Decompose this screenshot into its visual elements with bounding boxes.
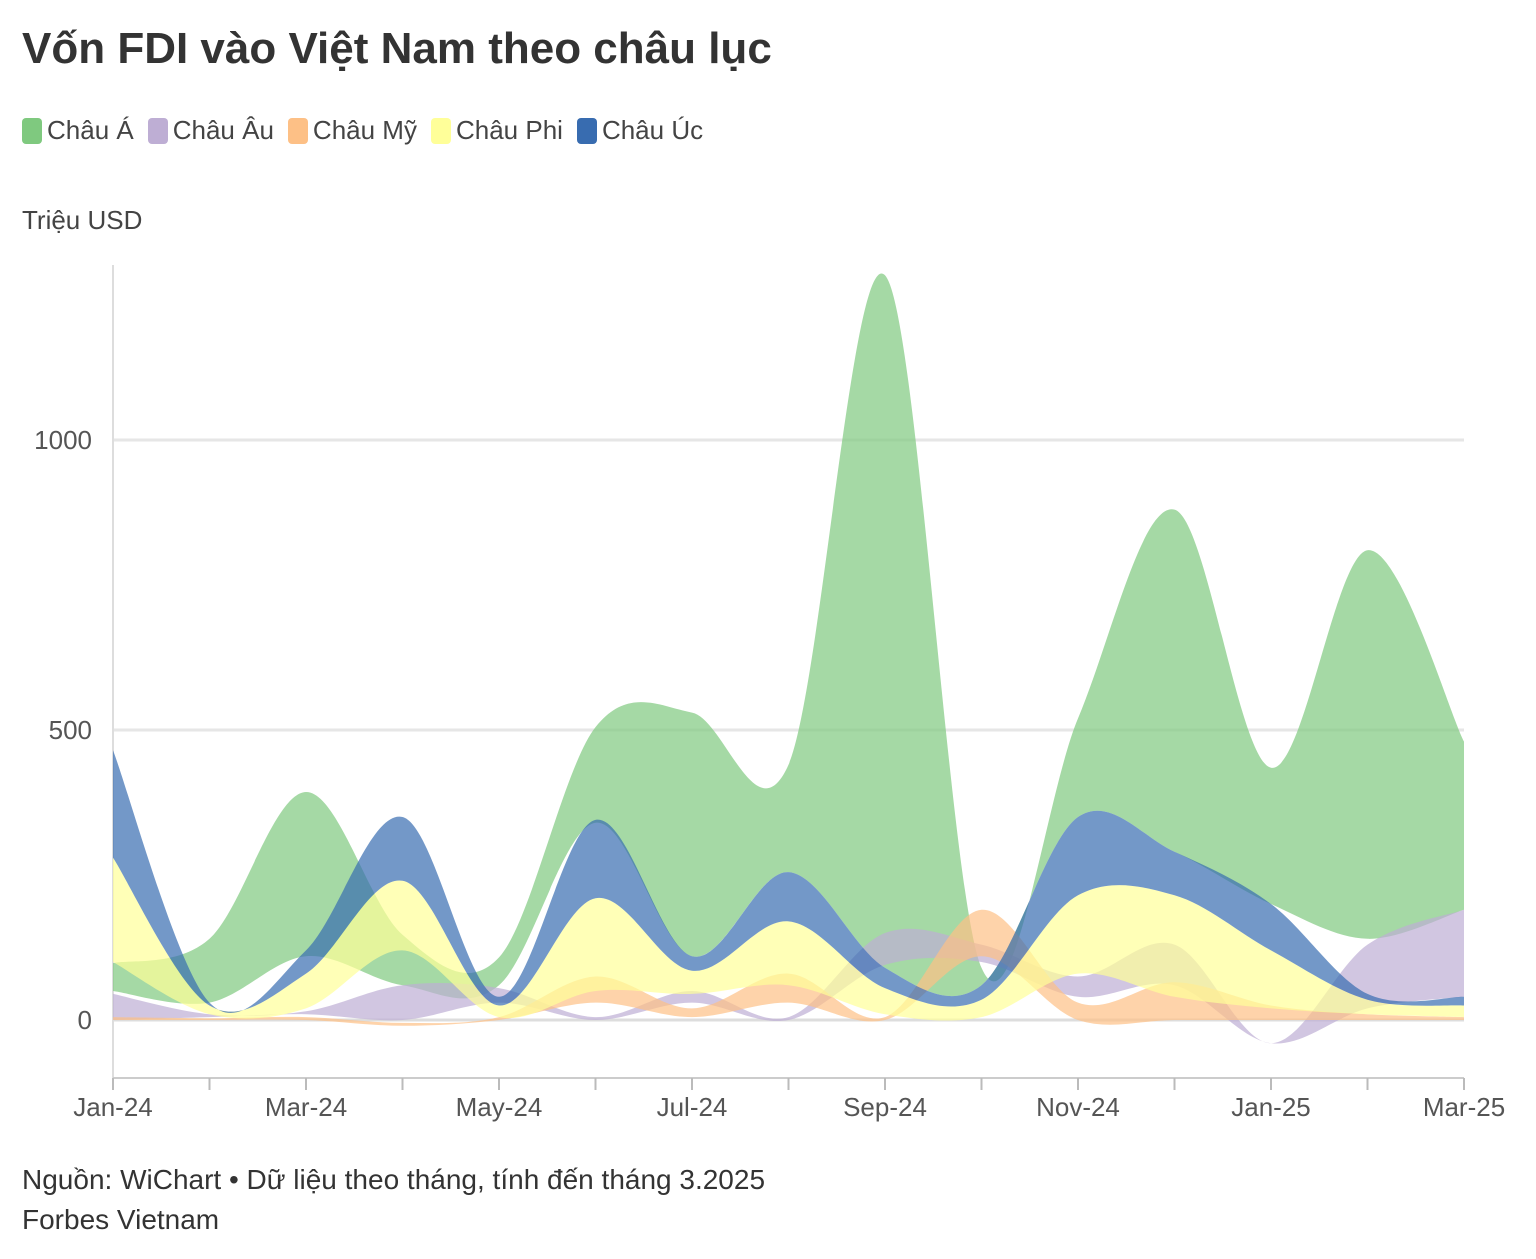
legend-item[interactable]: Châu Phi <box>430 115 563 146</box>
area-châu-âu <box>113 909 1464 1044</box>
legend-label: Châu Mỹ <box>312 115 417 145</box>
legend-item[interactable]: Châu Mỹ <box>287 115 417 146</box>
x-tick-label: Mar-24 <box>265 1092 347 1122</box>
legend-label: Châu Phi <box>455 115 563 145</box>
legend-label: Châu Âu <box>172 115 274 145</box>
y-tick-label: 500 <box>49 715 92 745</box>
legend-swatch <box>287 117 308 144</box>
legend-swatch <box>576 117 597 144</box>
x-tick-label: Mar-25 <box>1423 1092 1505 1122</box>
area-châu-phi <box>113 857 1464 1021</box>
legend-item[interactable]: Châu Âu <box>147 115 274 146</box>
area-châu-úc <box>113 750 1464 1014</box>
y-tick-label: 1000 <box>34 425 92 455</box>
x-tick-label: Nov-24 <box>1036 1092 1120 1122</box>
legend-item[interactable]: Châu Úc <box>576 115 704 146</box>
x-tick-label: Sep-24 <box>843 1092 927 1122</box>
legend-swatch <box>430 117 451 144</box>
x-tick-label: Jan-24 <box>73 1092 153 1122</box>
legend-item[interactable]: Châu Á <box>22 115 134 146</box>
source-note: Nguồn: WiChart • Dữ liệu theo tháng, tín… <box>22 1164 766 1195</box>
legend: Châu Á Châu Âu Châu Mỹ Châu Phi Châu Úc <box>22 115 703 146</box>
area-châu-á <box>113 273 1464 1004</box>
legend-swatch <box>22 117 42 144</box>
legend-label: Châu Á <box>47 115 134 145</box>
y-tick-label: 0 <box>78 1005 92 1035</box>
y-axis-label: Triệu USD <box>22 205 143 235</box>
brand-note: Forbes Vietnam <box>22 1204 220 1235</box>
x-tick-label: May-24 <box>456 1092 543 1122</box>
area-châu-mỹ <box>113 909 1464 1026</box>
chart-title: Vốn FDI vào Việt Nam theo châu lục <box>22 24 772 73</box>
footer: Nguồn: WiChart • Dữ liệu theo tháng, tín… <box>22 1160 765 1240</box>
x-tick-label: Jan-25 <box>1231 1092 1311 1122</box>
legend-label: Châu Úc <box>601 115 704 145</box>
legend-swatch <box>147 117 168 144</box>
x-tick-label: Jul-24 <box>657 1092 728 1122</box>
